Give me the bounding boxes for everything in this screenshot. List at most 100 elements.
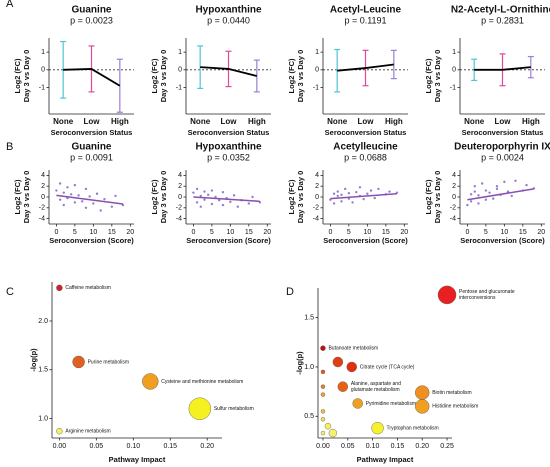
point: [355, 190, 358, 194]
point-label: Pentose and glucuronate: [459, 289, 515, 295]
x-tick-label: 20: [126, 229, 134, 236]
y-axis-label: Day 3 vs Day 0: [296, 50, 305, 103]
point: [58, 182, 62, 185]
y-tick-label: 0: [452, 67, 456, 74]
bubble: [72, 355, 85, 369]
point: [480, 182, 484, 185]
point: [506, 190, 510, 193]
y-tick-label: -2: [313, 205, 319, 212]
y-tick-label: 2: [452, 183, 456, 190]
y-tick-label: 2: [178, 183, 182, 190]
x-axis-label: Seroconversion (Score): [186, 236, 271, 245]
mean-line: [474, 66, 531, 71]
y-tick-label: 1.5: [38, 367, 48, 374]
chart-subtitle: p = 0.2831: [481, 15, 524, 25]
mean-line: [200, 66, 258, 77]
x-tick-label: 0.10: [126, 443, 140, 450]
point: [377, 187, 380, 191]
x-axis-label: Seroconversion (Score): [460, 236, 545, 245]
chart-subtitle: p = 0.0023: [70, 15, 113, 25]
point: [336, 190, 339, 193]
y-tick-label: 1.0: [304, 364, 314, 371]
y-axis-label: Day 3 vs Day 0: [433, 50, 442, 103]
x-tick-label: 5: [484, 229, 488, 236]
x-tick-label: 15: [382, 229, 390, 236]
bubble: [320, 345, 326, 351]
mean-line: [337, 63, 394, 72]
point: [66, 186, 69, 189]
point: [69, 193, 73, 196]
chart-subtitle: p = 0.0688: [344, 152, 387, 162]
y-tick-label: 0.5: [304, 413, 314, 420]
x-tick-label: 0: [465, 229, 469, 236]
y-axis-label: Log2 (FC): [13, 58, 22, 93]
point: [229, 200, 232, 204]
x-tick-label: 0.00: [53, 443, 67, 450]
x-tick-label: 0.20: [200, 443, 214, 450]
point: [73, 183, 77, 187]
point: [369, 189, 373, 192]
x-tick-label: 10: [226, 229, 234, 236]
x-axis-label: Seroconversion Status: [462, 128, 544, 137]
x-tick-label: 0.05: [341, 443, 355, 450]
point: [484, 189, 488, 192]
y-axis-label: Log2 (FC): [13, 179, 22, 214]
point: [114, 194, 117, 198]
x-tick-label: 0.15: [391, 443, 405, 450]
bubble: [188, 397, 212, 420]
chart-title: Hypoxanthine: [195, 5, 262, 16]
y-axis-label: Day 3 vs Day 0: [433, 171, 442, 224]
x-tick-label: 0.20: [415, 443, 429, 450]
x-tick-label: High: [248, 117, 266, 126]
point: [340, 193, 343, 197]
x-tick-label: Low: [358, 117, 375, 126]
point: [525, 183, 528, 187]
y-tick-label: 0: [315, 194, 319, 201]
y-tick-label: -4: [313, 215, 319, 222]
point: [373, 196, 376, 200]
bubble: [56, 284, 63, 292]
chart-subtitle: p = 0.0352: [207, 152, 250, 162]
point: [210, 189, 214, 192]
y-axis-label: Log2 (FC): [287, 58, 296, 93]
point: [351, 201, 354, 204]
point-label: Tryptophan metabolism: [387, 425, 439, 431]
x-tick-label: Low: [84, 117, 101, 126]
point: [336, 194, 339, 198]
point: [503, 180, 506, 184]
bubble: [320, 392, 326, 397]
point: [251, 195, 254, 199]
point: [362, 197, 365, 201]
x-tick-label: 0: [328, 229, 332, 236]
point: [236, 205, 239, 208]
point: [99, 209, 102, 212]
point: [510, 194, 513, 198]
bubble: [332, 356, 344, 368]
point: [484, 198, 488, 201]
bubble: [320, 430, 326, 436]
x-tick-label: 10: [500, 229, 508, 236]
point-label: interconversions: [459, 295, 496, 301]
point-label: Histidine metabolism: [432, 404, 478, 410]
x-tick-label: 10: [363, 229, 371, 236]
point: [84, 206, 88, 209]
point: [84, 187, 88, 191]
y-axis-label: Log2 (FC): [287, 179, 296, 214]
x-tick-label: 15: [245, 229, 253, 236]
point: [340, 200, 343, 203]
point: [62, 191, 65, 194]
mean-line: [63, 68, 121, 87]
y-axis-label: Log2 (FC): [150, 58, 159, 93]
x-tick-label: High: [522, 117, 540, 126]
bubble: [337, 381, 349, 392]
y-tick-label: 1: [315, 49, 319, 56]
point: [232, 194, 236, 197]
point-label: Biotin metabolism: [432, 390, 471, 396]
y-tick-label: -4: [39, 215, 45, 222]
point: [92, 202, 95, 205]
x-tick-label: 15: [519, 229, 527, 236]
point: [347, 192, 351, 195]
x-tick-label: None: [53, 117, 74, 126]
x-tick-label: 20: [400, 229, 408, 236]
